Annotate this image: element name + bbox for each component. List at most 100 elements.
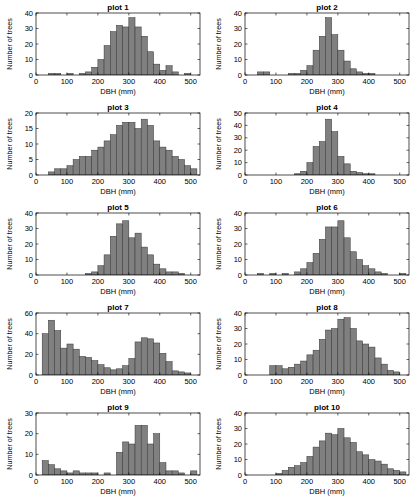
- x-tick: [337, 73, 338, 76]
- frame: [245, 13, 409, 75]
- x-tick: [245, 13, 246, 16]
- x-tick-label: 200: [92, 477, 105, 486]
- bar: [295, 466, 301, 475]
- x-tick: [159, 173, 160, 176]
- bar: [141, 36, 147, 75]
- y-tick-label: 40: [25, 9, 33, 18]
- x-tick: [159, 313, 160, 316]
- plot-area: [36, 213, 200, 275]
- bar: [116, 369, 122, 375]
- frame: [36, 313, 200, 375]
- bar: [98, 147, 104, 175]
- bar: [172, 471, 178, 475]
- bar: [141, 425, 147, 475]
- bar: [123, 442, 129, 475]
- x-tick: [337, 313, 338, 316]
- x-tick: [190, 373, 191, 376]
- plot-area: [245, 13, 409, 75]
- y-tick-label: 30: [234, 424, 242, 433]
- y-tick: [36, 244, 39, 245]
- y-tick-label: 50: [234, 109, 242, 118]
- y-tick: [36, 28, 39, 29]
- x-tick: [337, 413, 338, 416]
- plot-area: [36, 113, 200, 175]
- x-tick-label: 0: [34, 77, 38, 86]
- bar: [154, 434, 160, 475]
- frame: [245, 113, 409, 175]
- y-tick-label: 40: [234, 309, 242, 318]
- bar: [313, 50, 319, 75]
- bar: [123, 122, 129, 175]
- y-tick: [245, 75, 248, 76]
- y-tick-label: 0: [29, 271, 33, 280]
- frame: [36, 113, 200, 175]
- x-tick: [66, 13, 67, 16]
- x-label: DBH (mm): [309, 287, 345, 296]
- x-tick: [159, 373, 160, 376]
- bar: [400, 472, 406, 475]
- bar: [92, 272, 98, 275]
- x-tick: [368, 313, 369, 316]
- bar: [319, 36, 325, 75]
- x-tick: [245, 313, 246, 316]
- bar: [160, 353, 166, 375]
- bars: [48, 119, 197, 175]
- x-tick-label: 400: [154, 277, 167, 286]
- bar: [135, 425, 141, 475]
- bar: [86, 156, 92, 175]
- panel: 010020030040050001020304050plot 4DBH (mm…: [214, 103, 409, 196]
- y-tick: [198, 475, 201, 476]
- y-tick: [407, 137, 410, 138]
- bars: [42, 320, 191, 375]
- x-tick: [128, 313, 129, 316]
- bar: [110, 236, 116, 275]
- panel: 0100200300400500010203040plot 6DBH (mm)N…: [214, 203, 409, 296]
- panel: 0100200300400500010203040plot 1DBH (mm)N…: [5, 3, 200, 96]
- x-tick: [368, 173, 369, 176]
- y-tick: [245, 125, 248, 126]
- x-tick: [66, 413, 67, 416]
- x-tick: [66, 313, 67, 316]
- x-label: DBH (mm): [100, 387, 136, 396]
- panel: 0100200300400500010203040plot 2DBH (mm)N…: [214, 3, 409, 96]
- bar: [375, 461, 381, 475]
- y-tick-label: 30: [234, 324, 242, 333]
- x-tick: [159, 13, 160, 16]
- y-tick-label: 30: [25, 409, 33, 418]
- bar: [332, 132, 338, 175]
- bar: [381, 364, 387, 375]
- x-tick: [128, 173, 129, 176]
- x-tick: [97, 273, 98, 276]
- plot-area: [245, 113, 409, 175]
- y-tick: [407, 259, 410, 260]
- x-tick: [159, 213, 160, 216]
- plot-area: [245, 313, 409, 375]
- y-tick: [245, 475, 248, 476]
- bar: [172, 371, 178, 375]
- bar: [332, 35, 338, 75]
- y-tick-label: 0: [29, 371, 33, 380]
- x-tick-label: 200: [92, 177, 105, 186]
- bars: [42, 425, 197, 475]
- y-tick: [407, 13, 410, 14]
- x-tick: [128, 273, 129, 276]
- x-tick: [128, 213, 129, 216]
- x-tick: [159, 413, 160, 416]
- x-tick: [97, 113, 98, 116]
- y-tick: [245, 213, 248, 214]
- y-tick-label: 15: [25, 124, 33, 133]
- y-tick: [36, 354, 39, 355]
- x-tick: [159, 273, 160, 276]
- x-tick-label: 300: [332, 477, 345, 486]
- y-tick-label: 10: [25, 450, 33, 459]
- x-tick-label: 0: [34, 277, 38, 286]
- bar: [172, 72, 178, 75]
- title: plot 8: [316, 303, 338, 312]
- x-label: DBH (mm): [100, 287, 136, 296]
- x-tick-label: 400: [154, 177, 167, 186]
- bar: [147, 444, 153, 475]
- bar: [104, 368, 110, 375]
- y-tick: [407, 113, 410, 114]
- bar: [344, 164, 350, 175]
- bar: [338, 429, 344, 476]
